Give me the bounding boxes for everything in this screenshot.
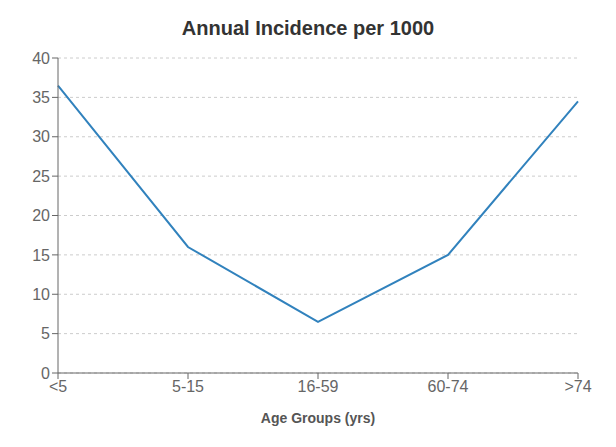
svg-text:60-74: 60-74 [428,378,469,395]
svg-text:5: 5 [41,325,50,342]
svg-text:35: 35 [32,89,50,106]
svg-text:10: 10 [32,286,50,303]
svg-text:20: 20 [32,207,50,224]
svg-text:>74: >74 [564,378,591,395]
svg-text:16-59: 16-59 [298,378,339,395]
svg-text:5-15: 5-15 [172,378,204,395]
html-text:Annual Incidence per 1000: Annual Incidence per 1000 [181,17,435,39]
svg-text:30: 30 [32,128,50,145]
svg-text:25: 25 [32,168,50,185]
svg-text:0: 0 [41,365,50,382]
svg-text:40: 40 [32,50,50,67]
svg-text:<5: <5 [49,378,67,395]
svg-text:15: 15 [32,247,50,264]
svg-text:Age Groups (yrs): Age Groups (yrs) [261,410,375,426]
